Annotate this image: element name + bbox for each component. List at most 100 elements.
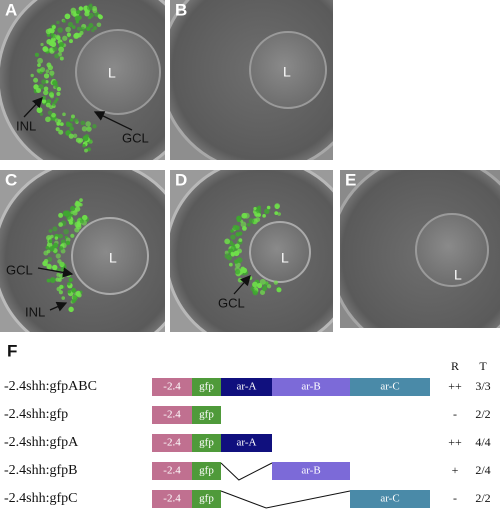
- panel-image: [170, 170, 333, 332]
- lens-label: L: [281, 250, 289, 266]
- gfp-cell: [50, 32, 55, 36]
- gfp-cell: [37, 57, 44, 64]
- gfp-cell: [45, 69, 50, 74]
- gfp-cell: [255, 207, 262, 214]
- gfp-cell: [97, 14, 102, 19]
- gfp-cell: [40, 66, 46, 73]
- gfp-cell: [259, 289, 266, 295]
- lens-label: L: [108, 65, 116, 81]
- gfp-cell: [78, 6, 84, 11]
- gfp-cell: [58, 290, 63, 295]
- total: 3/3: [475, 379, 490, 393]
- gfp-cell: [58, 233, 64, 239]
- gfp-cell: [58, 212, 64, 218]
- segment-label: ar-C: [380, 381, 399, 393]
- gfp-cell: [64, 13, 71, 20]
- layer-label: GCL: [122, 130, 149, 145]
- gfp-cell: [67, 21, 74, 28]
- gfp-cell: [266, 284, 272, 289]
- segment: [152, 378, 192, 396]
- gfp-cell: [48, 229, 53, 233]
- gfp-cell: [54, 53, 60, 59]
- gfp-cell: [61, 296, 66, 300]
- gfp-cell: [55, 253, 61, 259]
- gfp-cell: [79, 26, 86, 32]
- gfp-cell: [43, 250, 49, 256]
- construct-name: -2.4shh:gfpABC: [4, 379, 97, 394]
- gfp-cell: [56, 272, 61, 277]
- segment: [272, 378, 350, 396]
- segment: [152, 434, 192, 452]
- gfp-cell: [85, 121, 91, 127]
- total: 2/2: [475, 407, 490, 421]
- gfp-cell: [236, 218, 241, 223]
- segment: [350, 490, 430, 508]
- gfp-cell: [70, 233, 75, 238]
- gfp-cell: [75, 200, 79, 205]
- gfp-cell: [52, 226, 58, 232]
- construct-name: -2.4shh:gfpA: [4, 435, 79, 450]
- arrow: [49, 301, 68, 312]
- panel-image: [170, 0, 333, 160]
- gfp-cell: [47, 110, 53, 116]
- gfp-cell: [52, 46, 58, 52]
- gfp-cell: [233, 250, 240, 257]
- gfp-cell: [76, 10, 81, 15]
- gfp-cell: [70, 205, 76, 212]
- gfp-cell: [40, 42, 44, 47]
- gfp-cell: [230, 229, 234, 233]
- gfp-cell: [42, 95, 46, 100]
- column-header: T: [479, 359, 487, 373]
- panel-letter: A: [5, 0, 17, 19]
- gfp-cell: [56, 91, 61, 96]
- gfp-cell: [36, 68, 41, 73]
- segment: [221, 434, 272, 452]
- gfp-cell: [66, 32, 72, 37]
- gfp-cell: [79, 219, 84, 224]
- gfp-cell: [68, 39, 73, 44]
- gfp-cell: [234, 259, 239, 264]
- segment: [350, 378, 430, 396]
- gfp-cell: [226, 254, 233, 261]
- gfp-cell: [51, 25, 56, 29]
- gfp-cell: [255, 213, 259, 217]
- gfp-cell: [78, 202, 83, 207]
- gfp-cell: [45, 246, 50, 250]
- gfp-cell: [34, 52, 39, 57]
- gfp-cell: [54, 236, 59, 240]
- gfp-cell: [235, 232, 240, 237]
- arrow: [93, 111, 133, 131]
- segment: [192, 378, 221, 396]
- gfp-cell: [243, 212, 250, 219]
- construct-name: -2.4shh:gfpB: [4, 463, 78, 478]
- gfp-cell: [57, 27, 63, 33]
- gfp-cell: [242, 226, 247, 231]
- gfp-cell: [86, 4, 93, 11]
- gfp-cell: [240, 221, 247, 228]
- segment: [152, 490, 192, 508]
- gfp-cell: [71, 299, 76, 304]
- gfp-cell: [75, 20, 79, 24]
- gfp-cell: [62, 19, 66, 24]
- segment-label: gfp: [199, 409, 214, 421]
- gfp-cell: [262, 214, 266, 218]
- gfp-cell: [56, 20, 60, 25]
- gfp-cell: [53, 242, 59, 248]
- gfp-cell: [238, 238, 243, 243]
- gfp-cell: [277, 212, 282, 216]
- gfp-cell: [58, 222, 63, 227]
- gfp-cell: [57, 278, 62, 282]
- segment-label: ar-A: [237, 437, 257, 449]
- gfp-cell: [45, 116, 51, 123]
- segment: [272, 462, 350, 480]
- segment-label: -2.4: [163, 409, 181, 421]
- arrow: [233, 275, 251, 295]
- gfp-cell: [50, 234, 54, 239]
- segment-label: -2.4: [163, 493, 181, 505]
- gfp-cell: [50, 41, 57, 48]
- segment-label: -2.4: [163, 381, 181, 393]
- gfp-cell: [68, 133, 74, 139]
- gfp-cell: [71, 287, 77, 293]
- gfp-cell: [36, 87, 42, 93]
